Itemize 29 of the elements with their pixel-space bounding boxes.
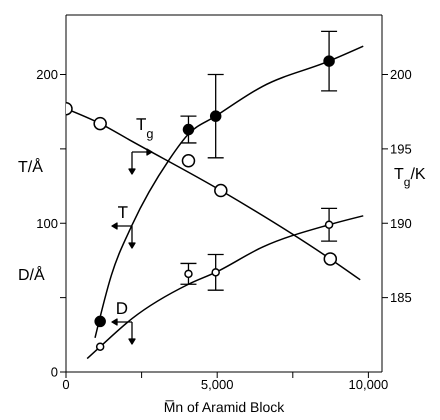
point — [324, 220, 334, 229]
point — [214, 184, 228, 198]
point — [182, 124, 194, 136]
y2-tick-label: 195 — [390, 141, 412, 156]
text: D/Å — [18, 266, 45, 284]
x-axis-title: M̅n of Aramid Block — [164, 399, 286, 415]
x-tick-label: 0 — [62, 377, 70, 392]
point — [211, 268, 220, 277]
y-tick-label: 100 — [36, 216, 58, 231]
annotation: T$_{g}$ — [136, 115, 154, 140]
y2-tick-label: 185 — [390, 290, 412, 306]
annotation: D — [116, 299, 128, 318]
point — [96, 342, 104, 351]
point — [93, 116, 107, 130]
point — [323, 55, 335, 67]
point — [182, 154, 196, 168]
point — [94, 316, 106, 328]
y-axis-title: T/Å — [18, 158, 44, 176]
point — [184, 270, 193, 278]
annotation: T — [118, 203, 128, 222]
x-tick-label: 5,000 — [200, 377, 234, 392]
y2-tick-label: 190 — [390, 216, 412, 231]
y2-axis-title: T$_{g}$/K — [394, 166, 426, 190]
point — [210, 110, 222, 122]
point — [324, 252, 338, 266]
x-tick-label: 10,000 — [348, 377, 388, 392]
y2-tick-label: 200 — [390, 67, 412, 82]
y-tick-label: 0 — [50, 364, 58, 380]
y-tick-label: 200 — [36, 67, 58, 82]
